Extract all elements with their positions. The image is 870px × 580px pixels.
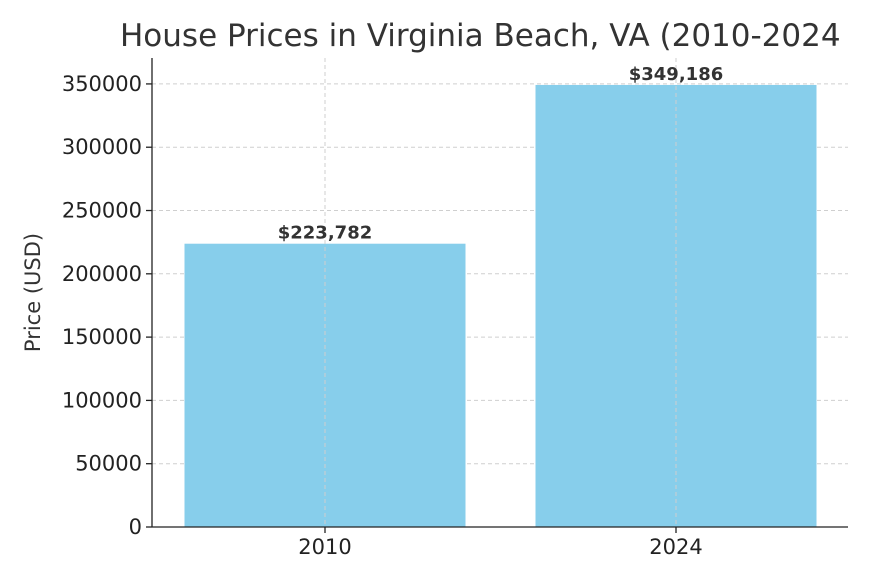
y-tick-label: 350000 bbox=[62, 72, 142, 96]
y-tick-label: 300000 bbox=[62, 135, 142, 159]
bars bbox=[184, 84, 817, 527]
y-tick-label: 100000 bbox=[62, 388, 142, 412]
labels: 0 50000 100000 150000 200000 250000 300000 3500… bbox=[62, 64, 723, 559]
x-tick-label: 2024 bbox=[649, 535, 702, 559]
y-tick-label: 200000 bbox=[62, 262, 142, 286]
bar-2010 bbox=[184, 243, 466, 527]
y-tick-label: 50000 bbox=[75, 452, 142, 476]
bar-value-label: $223,782 bbox=[278, 223, 373, 244]
vertical-grid-lines bbox=[324, 58, 677, 527]
y-tick-label: 0 bbox=[129, 515, 142, 539]
chart-title: House Prices in Virginia Beach, VA (2010… bbox=[120, 18, 841, 54]
y-axis-label: Price (USD) bbox=[21, 233, 45, 352]
y-tick-label: 150000 bbox=[62, 325, 142, 349]
axes bbox=[146, 58, 848, 533]
y-tick-label: 250000 bbox=[62, 199, 142, 223]
bar-value-label: $349,186 bbox=[629, 64, 724, 85]
x-tick-label: 2010 bbox=[298, 535, 351, 559]
